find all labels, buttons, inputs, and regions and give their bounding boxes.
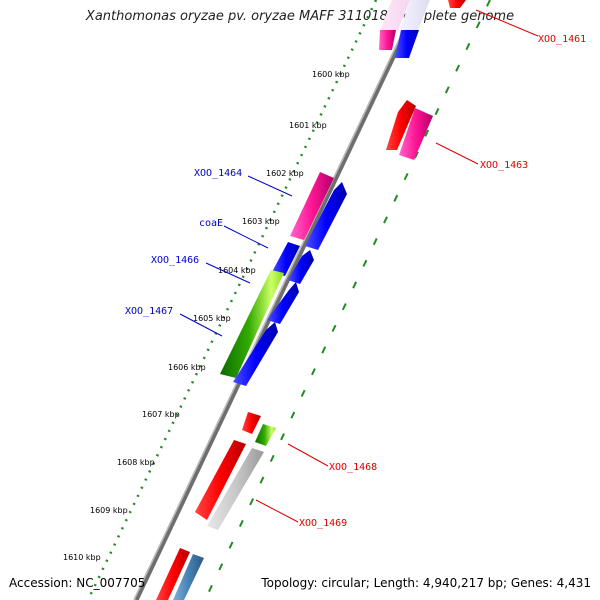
- gene-arrow-blue-top[interactable]: [395, 30, 419, 58]
- leader-line-xoo-1463: [435, 142, 479, 165]
- kbp-label: 1603 kbp: [242, 217, 280, 226]
- gene-arrow-red-top[interactable]: [448, 0, 466, 8]
- genome-backbone: [133, 0, 423, 600]
- gene-arrow-coae[interactable]: [272, 242, 300, 276]
- gene-arrow-steelblue-bottom[interactable]: [173, 554, 204, 600]
- gene-arrow-blue-2[interactable]: [288, 250, 314, 284]
- leader-line-xoo-1466: [205, 262, 251, 284]
- scale-track-dots: [86, 0, 378, 600]
- kbp-label: 1604 kbp: [218, 266, 256, 275]
- dashed-track: [204, 0, 491, 600]
- gene-arrow-blue-3[interactable]: [267, 282, 299, 324]
- gene-label-xoo-1469[interactable]: XOO_1469: [299, 518, 347, 529]
- gene-label-xoo-1464[interactable]: XOO_1464: [194, 168, 242, 179]
- gene-arrow-red-long[interactable]: [195, 440, 246, 520]
- gene-arrow-xoo-1463-red[interactable]: [386, 100, 416, 150]
- kbp-label: 1602 kbp: [266, 169, 304, 178]
- gene-arrow-xoo-1468-green[interactable]: [255, 424, 276, 446]
- kbp-label: 1607 kbp: [142, 410, 180, 419]
- kbp-label: 1608 kbp: [117, 458, 155, 467]
- gene-arrow-magenta-top[interactable]: [379, 30, 396, 50]
- gene-arrow-blue-4[interactable]: [233, 322, 278, 386]
- kbp-label: 1601 kbp: [289, 121, 327, 130]
- genome-backbone-highlight: [133, 0, 419, 600]
- leader-line-xoo-1464: [247, 175, 293, 197]
- gene-arrow-xoo-1469-gray[interactable]: [207, 448, 264, 530]
- gene-label-xoo-1468[interactable]: XOO_1468: [329, 462, 377, 473]
- gene-label-xoo-1461[interactable]: XOO_1461: [538, 34, 586, 45]
- leader-line-xoo-1461: [475, 9, 539, 37]
- gene-arrow-pale2-top[interactable]: [400, 0, 430, 30]
- gene-label-xoo-1467[interactable]: XOO_1467: [125, 306, 173, 317]
- gene-arrow-xoo-1463-magenta[interactable]: [399, 108, 433, 160]
- gene-arrow-xoo-1466[interactable]: [220, 270, 284, 378]
- gene-label-xoo-1466[interactable]: XOO_1466: [151, 255, 199, 266]
- kbp-label: 1605 kbp: [193, 314, 231, 323]
- kbp-label: 1600 kbp: [312, 70, 350, 79]
- kbp-label: 1610 kbp: [63, 553, 101, 562]
- gene-arrow-pale-top[interactable]: [380, 0, 410, 30]
- gene-arrow-xoo-1464[interactable]: [290, 172, 334, 240]
- gene-label-coae[interactable]: coaE: [199, 218, 223, 229]
- leader-line-xoo-1469: [255, 499, 299, 523]
- gene-arrow-blue-1[interactable]: [305, 182, 347, 250]
- leader-line-xoo-1467: [179, 313, 223, 337]
- gene-label-xoo-1463[interactable]: XOO_1463: [480, 160, 528, 171]
- accession-label: Accession: NC_007705: [9, 576, 146, 590]
- leader-line-xoo-1468: [287, 443, 329, 467]
- genome-summary: Topology: circular; Length: 4,940,217 bp…: [261, 576, 591, 590]
- kbp-label: 1606 kbp: [168, 363, 206, 372]
- gene-arrow-red-small[interactable]: [242, 412, 261, 434]
- gene-arrow-red-bottom[interactable]: [156, 548, 190, 600]
- kbp-label: 1609 kbp: [90, 506, 128, 515]
- leader-line-coae: [223, 225, 269, 249]
